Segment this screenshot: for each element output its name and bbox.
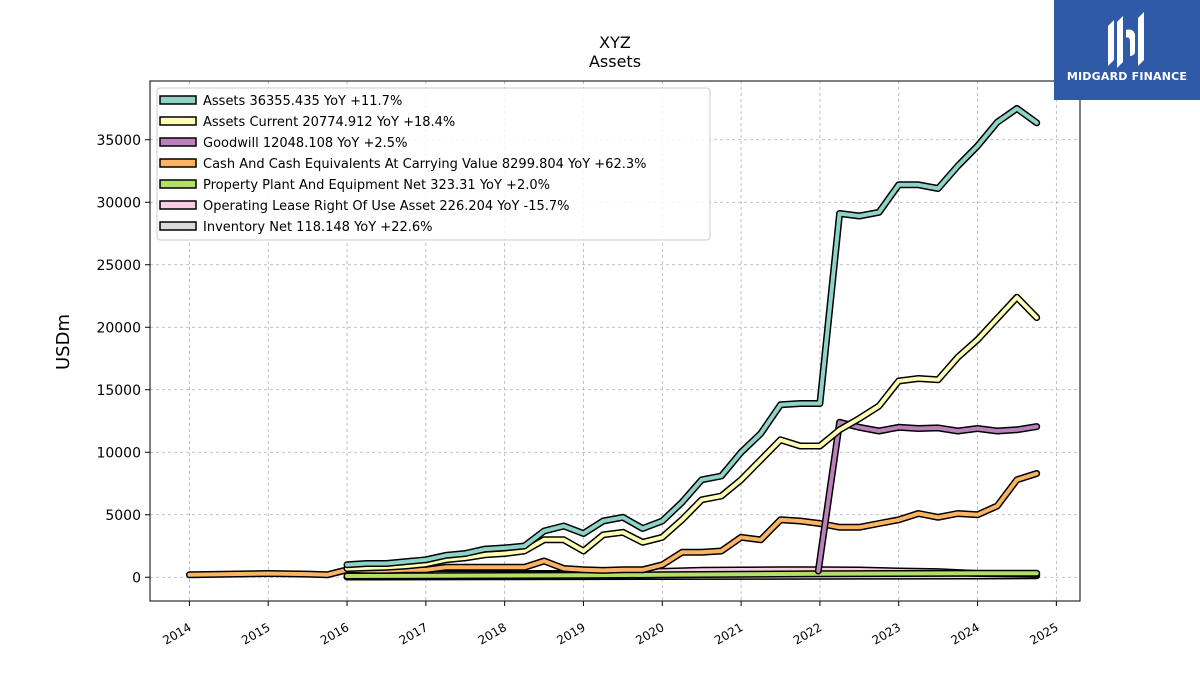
legend-swatch	[159, 179, 197, 189]
x-tick-label: 2017	[397, 620, 430, 647]
series-lines	[185, 105, 1041, 581]
legend-label: Property Plant And Equipment Net 323.31 …	[203, 178, 550, 193]
x-tick-label: 2014	[160, 620, 193, 647]
y-tick-label: 10000	[96, 445, 141, 461]
y-tick-label: 25000	[96, 258, 141, 274]
series-line-property-plant-and-equipment-net	[345, 571, 1039, 578]
x-tick-label: 2022	[791, 620, 824, 647]
legend-swatch	[159, 95, 197, 105]
legend-swatch	[159, 137, 197, 147]
x-tick-label: 2019	[554, 620, 587, 647]
y-tick-label: 35000	[96, 133, 141, 149]
plot-frame	[149, 80, 1081, 602]
legend-swatch	[159, 200, 197, 210]
chart-subtitle: Assets	[589, 52, 641, 71]
series-line-goodwill	[816, 420, 1039, 573]
legend-label: Operating Lease Right Of Use Asset 226.2…	[203, 199, 570, 214]
x-tick-label: 2025	[1027, 620, 1060, 647]
legend-box	[156, 87, 711, 241]
x-tick-label: 2018	[476, 620, 509, 647]
x-tick-label: 2024	[948, 620, 981, 647]
x-tick-label: 2015	[239, 620, 272, 647]
y-tick-label: 20000	[96, 320, 141, 336]
legend-label: Inventory Net 118.148 YoY +22.6%	[203, 220, 433, 235]
legend: Assets 36355.435 YoY +11.7% Assets Curren…	[156, 87, 711, 241]
chart-title: XYZ	[599, 33, 631, 52]
brand-name: MIDGARD FINANCE	[1066, 70, 1188, 83]
legend-label: Assets Current 20774.912 YoY +18.4%	[203, 115, 455, 130]
brand-logo: MIDGARD FINANCE	[1054, 0, 1200, 100]
y-tick-label: 30000	[96, 195, 141, 211]
x-tick-label: 2023	[870, 620, 903, 647]
series-line-cash-and-cash-equivalents-at-carrying-value	[187, 471, 1039, 577]
y-axis-label: USDm	[53, 314, 74, 370]
legend-label: Assets 36355.435 YoY +11.7%	[203, 94, 402, 109]
legend-swatch	[159, 158, 197, 168]
series-outline-cash-and-cash-equivalents-at-carrying-value	[185, 470, 1041, 579]
legend-label: Cash And Cash Equivalents At Carrying Va…	[203, 157, 646, 172]
y-tick-label: 15000	[96, 383, 141, 399]
series-line-assets	[345, 106, 1039, 567]
y-tick-label: 5000	[105, 508, 141, 524]
x-tick-label: 2016	[318, 620, 351, 647]
legend-swatch	[159, 221, 197, 231]
brand-mark-icon	[1108, 12, 1144, 68]
legend-label: Goodwill 12048.108 YoY +2.5%	[203, 136, 407, 151]
series-outline-assets-current	[343, 293, 1041, 572]
series-line-assets-current	[345, 295, 1039, 571]
y-tick-label: 0	[132, 570, 141, 586]
legend-swatch	[159, 116, 197, 126]
x-tick-label: 2020	[633, 620, 666, 647]
x-tick-label: 2021	[712, 620, 745, 647]
